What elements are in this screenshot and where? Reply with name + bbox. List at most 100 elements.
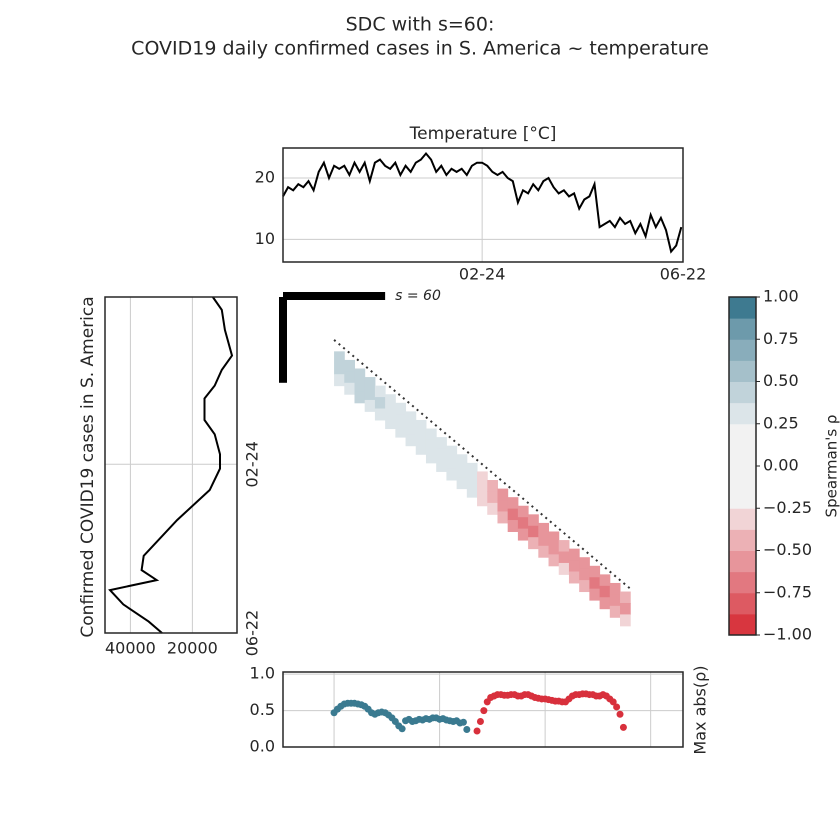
heatmap-cell xyxy=(620,614,631,627)
colorbar-band xyxy=(729,592,756,615)
heatmap-cell xyxy=(385,394,396,407)
point xyxy=(476,718,484,726)
colorbar-band xyxy=(729,318,756,340)
heatmap-cell xyxy=(620,602,631,615)
heatmap-cell xyxy=(344,359,355,372)
heatmap-cell xyxy=(354,368,366,381)
colorbar-band xyxy=(729,508,756,530)
heatmap-cell xyxy=(497,511,509,524)
heatmap-cell xyxy=(517,517,529,530)
heatmap-cell xyxy=(436,459,447,472)
cases-line xyxy=(108,296,234,634)
colorbar-band xyxy=(729,360,756,382)
heatmap-cell xyxy=(405,422,417,435)
heatmap-cell xyxy=(456,477,468,490)
heatmap-cell xyxy=(528,514,539,527)
heatmap-cell xyxy=(364,377,376,390)
axes-frame xyxy=(282,671,684,748)
colorbar-tick-label: 0.25 xyxy=(763,413,799,432)
heatmap-cell xyxy=(599,574,611,587)
y-tick-label: 0.5 xyxy=(250,700,275,719)
colorbar-tick-label: 0.50 xyxy=(763,371,799,390)
heatmap-cell xyxy=(334,351,345,364)
colorbar-band xyxy=(729,402,756,425)
heatmap-cell xyxy=(507,520,519,532)
heatmap-cell xyxy=(517,505,529,518)
y-tick-label: 0.0 xyxy=(250,737,275,756)
axes-frame xyxy=(104,296,238,634)
point xyxy=(473,727,481,735)
colorbar-label: Spearman's ρ xyxy=(823,415,840,518)
colorbar-band xyxy=(729,297,756,319)
colorbar-tick-label: 1.00 xyxy=(763,287,799,306)
heatmap-cell xyxy=(446,468,458,481)
point xyxy=(613,703,621,711)
heatmap-cell xyxy=(456,465,468,478)
heatmap-cell xyxy=(344,382,355,395)
heatmap-cell xyxy=(415,431,427,444)
heatmap-cell xyxy=(415,419,427,432)
point xyxy=(480,707,488,715)
point xyxy=(609,698,617,706)
temperature-line xyxy=(282,151,683,254)
heatmap-cell xyxy=(487,480,498,492)
heatmap-cell xyxy=(466,462,478,475)
heatmap-cell xyxy=(579,580,590,593)
heatmap-cell xyxy=(497,500,509,512)
point xyxy=(463,726,471,734)
heatmap-cell xyxy=(497,488,509,501)
heatmap-cell xyxy=(599,585,611,598)
colorbar-tick-label: 0.75 xyxy=(763,329,799,348)
colorbar-band xyxy=(729,423,756,446)
heatmap-cell xyxy=(405,411,417,424)
heatmap-cell xyxy=(446,445,458,458)
heatmap-cell xyxy=(599,597,611,610)
panel-title: Temperature [°C] xyxy=(409,124,557,144)
heatmap-cell xyxy=(334,362,345,375)
axes-frame xyxy=(282,147,684,263)
heatmap-cell xyxy=(548,531,560,544)
point xyxy=(619,723,627,731)
colorbar-band xyxy=(729,466,756,488)
heatmap-cell xyxy=(395,402,407,415)
y-tick-label: 20 xyxy=(255,168,275,187)
y-axis-label: Confirmed COVID19 cases in S. America xyxy=(78,296,98,637)
heatmap-cell xyxy=(609,594,621,607)
heatmap-cell xyxy=(374,408,386,421)
heatmap-cell xyxy=(436,448,447,461)
heatmap-cell xyxy=(466,474,478,487)
y-axis-label: Max abs(ρ) xyxy=(691,665,710,754)
heatmap-cell xyxy=(405,434,417,447)
y-tick-label: 1.0 xyxy=(250,664,275,683)
window-bar-horizontal xyxy=(283,292,386,300)
heatmap-cell xyxy=(354,391,366,404)
heatmap-cell xyxy=(558,540,570,553)
heatmap-cell xyxy=(620,591,631,604)
heatmap-cell xyxy=(466,485,478,498)
heatmap-cell xyxy=(528,537,539,550)
point xyxy=(459,718,467,726)
y-tick-label: 06-22 xyxy=(243,610,262,657)
colorbar-frame xyxy=(728,296,757,636)
colorbar-band xyxy=(729,613,756,636)
y-tick-label: 10 xyxy=(255,229,275,248)
heatmap-cell xyxy=(568,560,580,573)
colorbar-band xyxy=(729,571,756,594)
colorbar-band xyxy=(729,444,756,467)
colorbar-band xyxy=(729,529,756,551)
heatmap-cell xyxy=(568,548,580,561)
heatmap-cell xyxy=(589,588,601,601)
heatmap-cell xyxy=(425,428,437,441)
heatmap-cell xyxy=(364,399,376,412)
colorbar-tick-label: −0.25 xyxy=(763,498,812,517)
heatmap-cell xyxy=(517,528,529,541)
heatmap-cell xyxy=(425,451,437,464)
heatmap-cell xyxy=(456,454,468,467)
diagonal xyxy=(333,339,633,591)
heatmap-cell xyxy=(477,494,488,507)
x-tick-label: 02-24 xyxy=(459,265,506,284)
heatmap-cell xyxy=(507,508,519,521)
heatmap-cell xyxy=(487,502,498,515)
heatmap-cell xyxy=(589,565,601,578)
window-label: s = 60 xyxy=(395,288,441,304)
